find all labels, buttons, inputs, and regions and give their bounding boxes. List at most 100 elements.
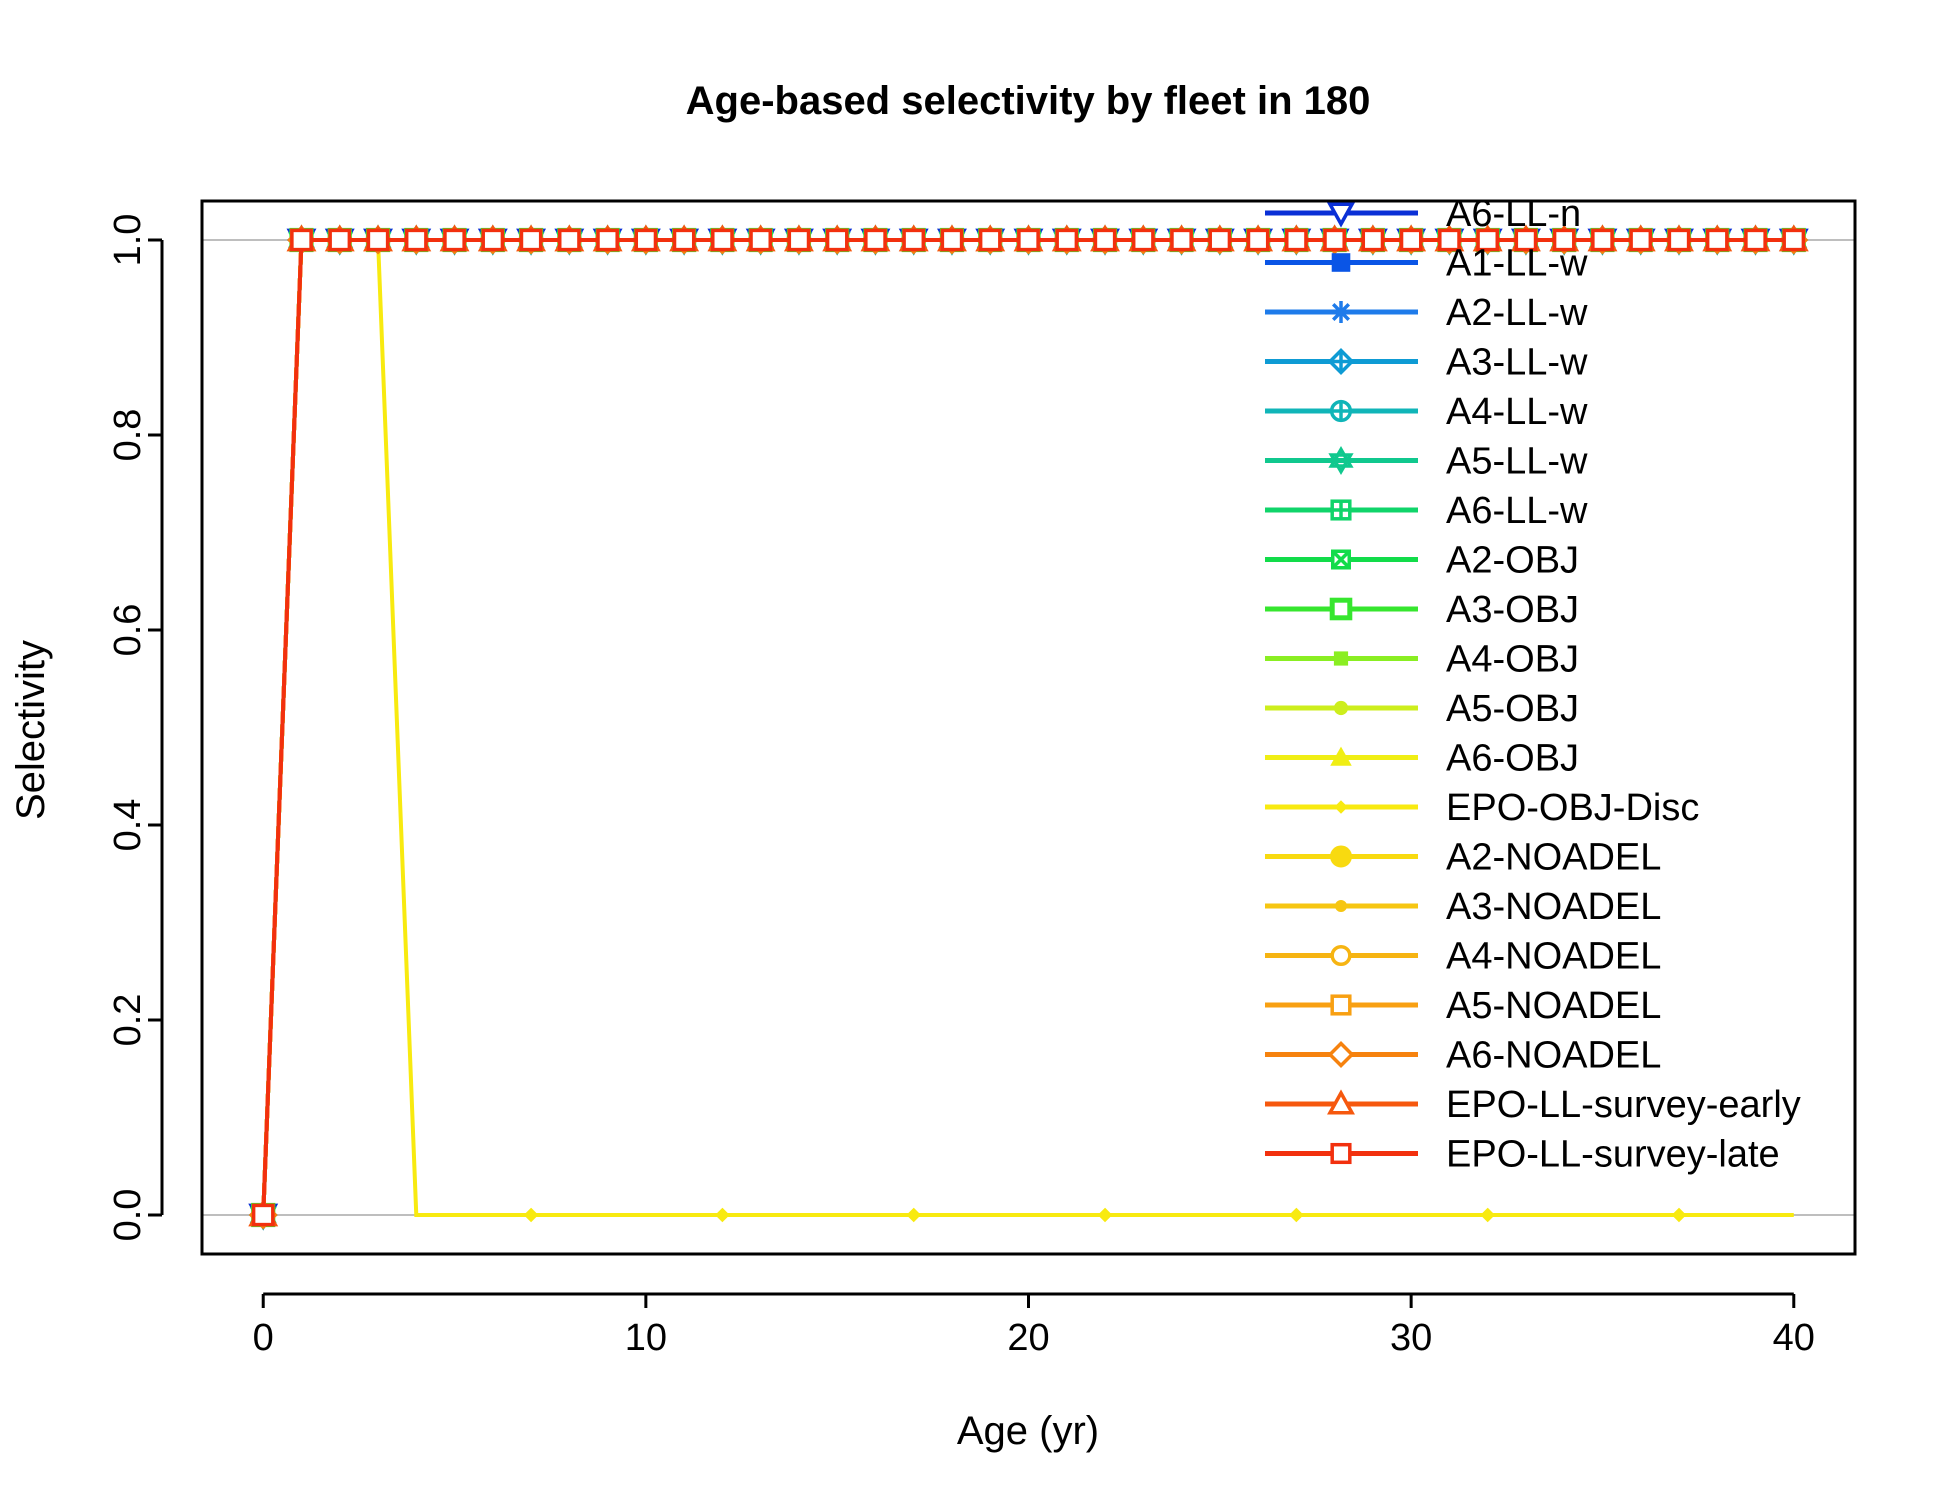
series-lines: [248, 224, 1809, 1231]
legend-label: A1-LL-w: [1446, 243, 1588, 285]
legend-marker: [1330, 301, 1352, 323]
data-point: [443, 228, 466, 252]
y-tick-label: 0.4: [107, 799, 149, 852]
legend-item: A6-OBJ: [1265, 738, 1579, 780]
data-point: [1361, 228, 1385, 252]
data-point: [1705, 228, 1729, 252]
legend-item: A5-LL-w: [1265, 441, 1588, 483]
data-point: [1055, 228, 1079, 252]
x-axis-label: Age (yr): [957, 1409, 1099, 1453]
legend-marker: [1330, 499, 1352, 521]
legend-label: EPO-LL-survey-early: [1446, 1084, 1801, 1126]
legend-marker: [1330, 746, 1352, 766]
data-point: [864, 228, 887, 252]
data-point: [672, 228, 696, 252]
legend: A6-LL-n A1-LL-w A2-LL-w A3-LL-w A4-LL-w A5-LL…: [1265, 193, 1801, 1176]
y-tick-label: 1.0: [107, 214, 149, 267]
legend-label: A4-OBJ: [1446, 639, 1579, 681]
data-point: [328, 228, 352, 252]
data-point: [906, 1207, 922, 1223]
chart-title: Age-based selectivity by fleet in 180: [686, 79, 1371, 123]
legend-marker: [1330, 994, 1352, 1016]
legend-marker: [1330, 944, 1352, 967]
x-tick-label: 10: [625, 1317, 667, 1359]
data-point: [1170, 228, 1193, 252]
legend-marker: [1330, 1142, 1352, 1165]
legend-item: A2-NOADEL: [1265, 837, 1661, 879]
legend-marker: [1330, 845, 1352, 868]
data-point: [1208, 228, 1232, 252]
legend-marker: [1329, 597, 1353, 621]
data-point: [1097, 1207, 1113, 1223]
legend-label: A4-LL-w: [1446, 391, 1588, 433]
legend-label: A6-OBJ: [1446, 738, 1579, 780]
legend-label: A6-LL-w: [1446, 490, 1588, 532]
legend-item: A2-LL-w: [1265, 292, 1588, 334]
legend-label: A5-OBJ: [1446, 688, 1579, 730]
legend-label: A3-LL-w: [1446, 342, 1588, 384]
data-point: [557, 228, 581, 252]
legend-label: A6-NOADEL: [1446, 1035, 1661, 1077]
data-point: [1399, 228, 1423, 252]
series-line: [261, 238, 1794, 1217]
legend-item: A3-OBJ: [1265, 589, 1579, 631]
y-tick-label: 0.8: [107, 409, 149, 462]
data-point: [1284, 228, 1308, 252]
legend-label: EPO-LL-survey-late: [1446, 1134, 1780, 1176]
data-point: [1017, 228, 1040, 252]
legend-marker: [1333, 700, 1349, 716]
data-point: [1514, 228, 1538, 252]
legend-marker: [1329, 399, 1353, 423]
data-point: [481, 228, 505, 252]
legend-marker: [1327, 202, 1355, 228]
data-point: [366, 228, 390, 252]
legend-label: A5-LL-w: [1446, 441, 1588, 483]
legend-label: A2-OBJ: [1446, 540, 1579, 582]
legend-label: A4-NOADEL: [1446, 936, 1661, 978]
data-point: [940, 228, 964, 252]
y-tick-label: 0.6: [107, 604, 149, 657]
data-point: [1552, 228, 1576, 252]
legend-item: EPO-LL-survey-late: [1265, 1134, 1780, 1176]
legend-marker: [1334, 800, 1348, 814]
legend-label: A6-LL-n: [1446, 193, 1581, 235]
legend-item: A3-LL-w: [1265, 342, 1588, 384]
data-point: [519, 228, 543, 252]
x-tick-label: 20: [1007, 1317, 1049, 1359]
legend-marker: [1331, 549, 1351, 570]
data-point: [978, 228, 1002, 252]
legend-label: A3-NOADEL: [1446, 886, 1661, 928]
legend-marker: [1335, 900, 1347, 912]
legend-item: A5-NOADEL: [1265, 985, 1661, 1027]
legend-marker: [1333, 651, 1349, 666]
data-point: [404, 228, 428, 252]
legend-marker: [1327, 1089, 1355, 1115]
legend-item: A5-OBJ: [1265, 688, 1579, 730]
data-point: [902, 228, 926, 252]
data-point: [1667, 228, 1691, 252]
plot-frame: [200, 199, 1857, 1256]
data-point: [1744, 228, 1767, 252]
data-point: [1480, 1207, 1495, 1223]
data-point: [1782, 228, 1806, 252]
legend-marker: [1328, 446, 1354, 475]
legend-item: A2-OBJ: [1265, 540, 1579, 582]
x-tick-label: 40: [1773, 1317, 1815, 1359]
y-tick-label: 0.0: [107, 1189, 149, 1242]
data-point: [1289, 1207, 1304, 1223]
data-point: [715, 1207, 730, 1223]
x-tick-label: 0: [253, 1317, 274, 1359]
legend-item: A6-LL-w: [1265, 490, 1588, 532]
data-point: [290, 228, 313, 252]
data-point: [1093, 228, 1117, 252]
legend-marker: [1327, 1041, 1355, 1068]
data-point: [1246, 228, 1270, 252]
data-point: [1131, 228, 1155, 252]
legend-item: A4-NOADEL: [1265, 936, 1661, 978]
x-tick-label: 30: [1390, 1317, 1432, 1359]
data-point: [749, 228, 773, 252]
series-epo-ll-survey-late: [251, 228, 1806, 1227]
data-point: [634, 228, 658, 252]
